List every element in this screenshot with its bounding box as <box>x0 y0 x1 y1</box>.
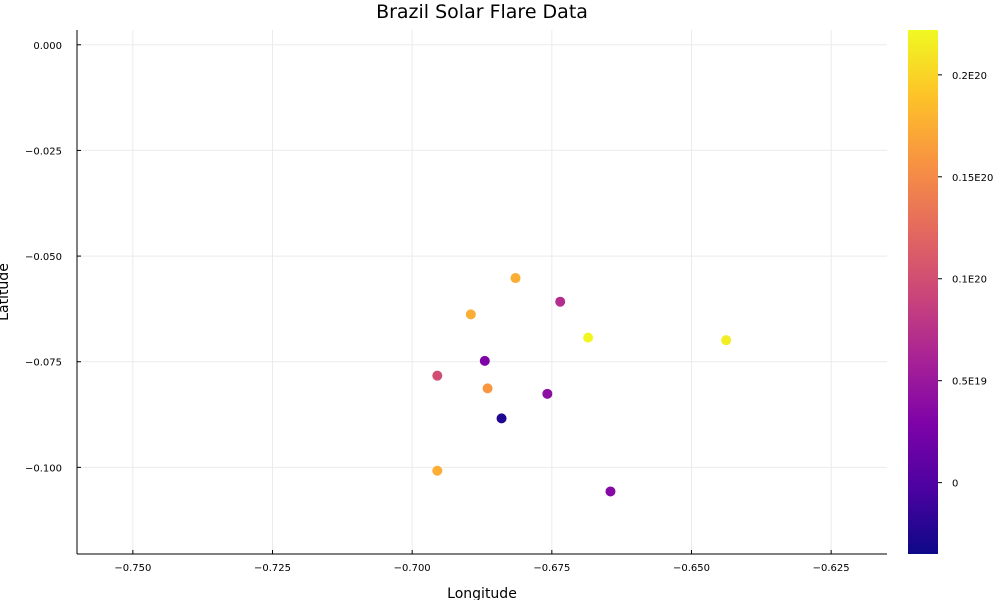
x-tick-label: −0.625 <box>813 563 850 574</box>
data-point <box>482 383 493 394</box>
x-tick-label: −0.650 <box>673 563 710 574</box>
y-tick-label: −0.075 <box>25 358 62 369</box>
colorbar: 0 0.5E19 0.1E20 0.15E20 0.2E20 <box>908 30 993 554</box>
x-tick-label: −0.750 <box>114 563 151 574</box>
colorbar-tick-label: 0 <box>952 479 958 490</box>
grid-lines <box>77 30 887 554</box>
colorbar-tick-label: 0.5E19 <box>952 377 987 388</box>
y-axis-label: Latitude <box>0 263 12 321</box>
x-tick-label: −0.700 <box>394 563 431 574</box>
colorbar-gradient <box>908 30 938 554</box>
data-point <box>542 388 553 399</box>
data-point <box>432 370 443 381</box>
colorbar-ticks: 0 0.5E19 0.1E20 0.15E20 0.2E20 <box>938 71 993 490</box>
y-tick-label: −0.050 <box>25 252 62 263</box>
data-point <box>555 296 566 307</box>
chart-title: Brazil Solar Flare Data <box>376 1 588 23</box>
data-points <box>432 273 732 497</box>
data-point <box>496 413 507 424</box>
data-point <box>583 332 594 343</box>
data-point <box>510 273 521 284</box>
x-tick-label: −0.725 <box>254 563 291 574</box>
y-tick-label: 0.000 <box>33 41 62 52</box>
x-ticks: −0.750 −0.725 −0.700 −0.675 −0.650 −0.625 <box>114 550 850 574</box>
colorbar-tick-label: 0.15E20 <box>952 173 993 184</box>
data-point <box>432 465 443 476</box>
data-point <box>465 309 476 320</box>
data-point <box>605 486 616 497</box>
colorbar-tick-label: 0.1E20 <box>952 275 987 286</box>
y-ticks: 0.000 −0.025 −0.050 −0.075 −0.100 <box>25 41 81 474</box>
y-tick-label: −0.025 <box>25 146 62 157</box>
axes <box>76 30 887 555</box>
x-axis-label: Longitude <box>447 586 517 600</box>
data-point <box>479 355 490 366</box>
y-tick-label: −0.100 <box>25 463 62 474</box>
x-tick-label: −0.675 <box>533 563 570 574</box>
colorbar-tick-label: 0.2E20 <box>952 71 987 82</box>
data-point <box>721 335 732 346</box>
